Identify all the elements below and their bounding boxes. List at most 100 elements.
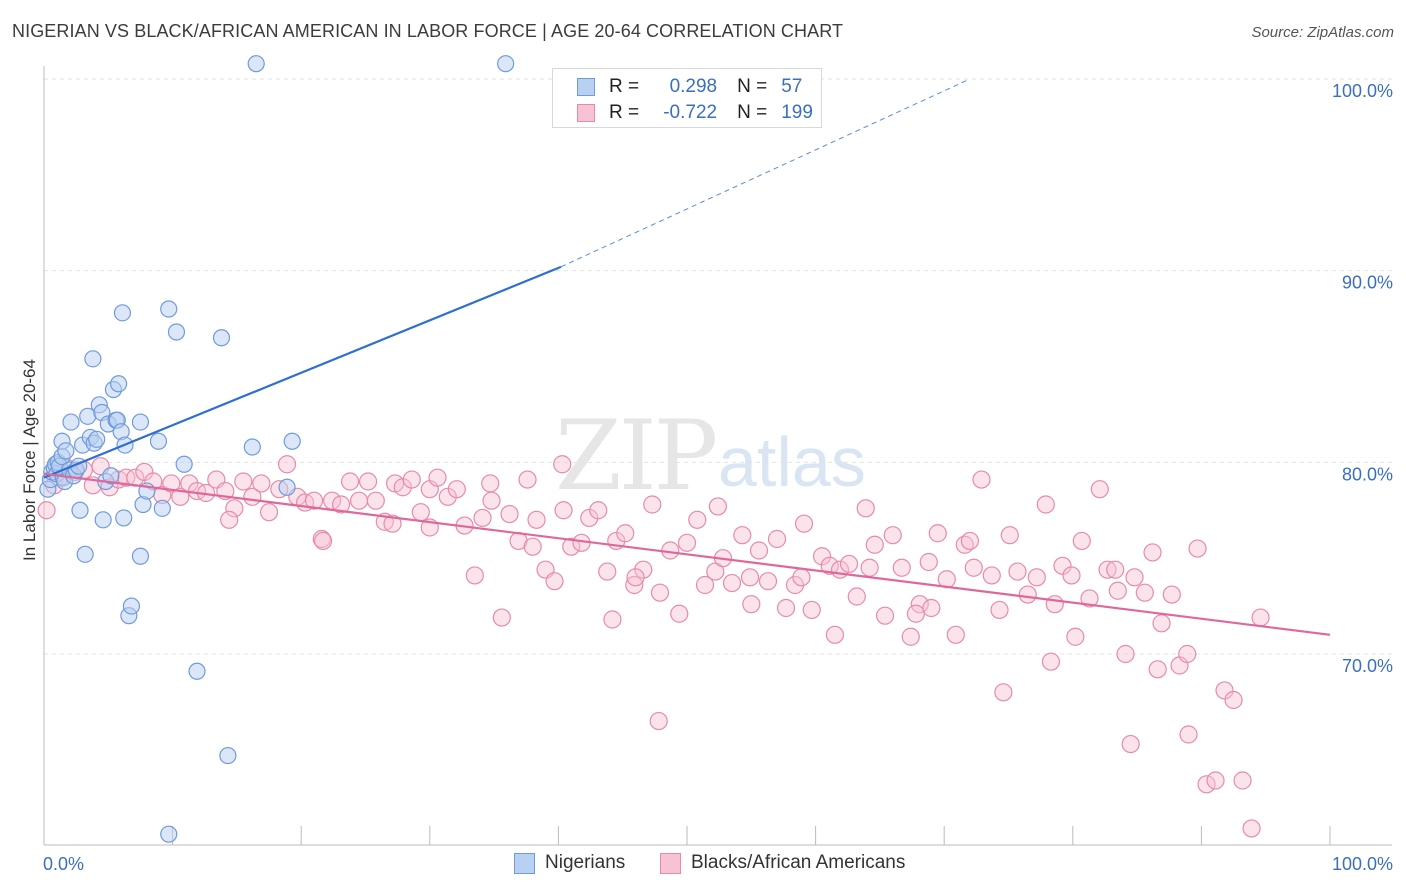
black-african-american-point: [856, 499, 875, 518]
black-african-american-point: [1224, 690, 1243, 710]
black-african-american-point: [562, 537, 581, 556]
nigerian-point: [84, 350, 102, 368]
y-tick-label-80: 80.0%: [1342, 464, 1393, 484]
nigerian-point: [278, 478, 296, 496]
black-african-american-point: [358, 472, 378, 491]
n-value: 57: [781, 76, 803, 97]
black-african-american-point: [1018, 585, 1037, 604]
nigerian-point: [219, 746, 237, 765]
black-african-american-point: [922, 598, 941, 618]
r-label: R =: [609, 102, 640, 123]
black-african-american-point: [589, 501, 608, 520]
y-tick-label-100: 100.0%: [1332, 81, 1393, 101]
black-african-american-point: [225, 499, 244, 518]
black-african-american-point: [1179, 725, 1198, 744]
black-african-american-point: [304, 491, 324, 510]
nigerian-point: [212, 329, 231, 347]
black-african-american-point: [340, 472, 360, 491]
nigerian-point: [94, 511, 112, 529]
black-african-american-point: [994, 683, 1013, 702]
blacks-swatch: [577, 104, 595, 122]
black-african-american-point: [598, 562, 617, 581]
nigerian-point: [131, 547, 150, 565]
black-african-american-point: [960, 531, 980, 551]
tick-labels: 70.0% 80.0% 90.0% 100.0% 0.0% 100.0%: [43, 81, 1393, 874]
black-african-american-point: [481, 474, 500, 493]
black-african-american-trend-line: [43, 472, 1331, 636]
r-value: -0.722: [663, 102, 718, 123]
black-african-american-point: [465, 566, 484, 585]
black-african-american-point: [366, 491, 385, 510]
black-african-american-point: [1027, 568, 1046, 587]
black-african-american-point: [259, 503, 279, 522]
n-label: N =: [737, 102, 768, 123]
black-african-american-point: [383, 514, 402, 533]
black-african-american-point: [706, 562, 725, 581]
black-african-american-point: [1197, 775, 1216, 794]
legend-item-nigerians[interactable]: Nigerians: [514, 852, 625, 874]
nigerian-point: [109, 375, 128, 393]
watermark-zip: ZIP: [555, 400, 718, 512]
black-african-american-point: [708, 497, 727, 516]
nigerian-point: [113, 304, 132, 322]
black-african-american-point: [643, 495, 662, 514]
black-african-american-point: [37, 501, 56, 520]
n-label: N =: [737, 76, 768, 97]
black-african-american-point: [553, 455, 572, 474]
black-african-american-point: [1080, 589, 1099, 608]
black-african-american-point: [402, 470, 421, 489]
r-value: 0.298: [669, 76, 718, 97]
black-african-american-point: [1162, 585, 1181, 604]
black-african-american-point: [742, 595, 761, 614]
correlation-legend: R = 0.298 N = 57 R = -0.722 N = 199: [552, 68, 822, 128]
nigerian-point: [283, 432, 301, 450]
nigerian-point: [188, 662, 206, 680]
black-african-american-point: [792, 568, 811, 587]
series-legend: Nigerians Blacks/African Americans: [0, 852, 1406, 878]
black-african-american-point: [447, 480, 466, 499]
black-african-american-point: [1148, 660, 1167, 679]
black-african-american-point: [1233, 771, 1252, 790]
nigerian-point: [76, 545, 94, 563]
chart-title: NIGERIAN VS BLACK/AFRICAN AMERICAN IN LA…: [12, 21, 844, 41]
black-african-american-point: [1106, 560, 1125, 579]
black-african-american-point: [722, 573, 742, 593]
black-african-american-point: [1045, 595, 1064, 614]
n-value: 199: [781, 102, 813, 123]
black-african-american-point: [865, 535, 884, 554]
black-african-american-point: [313, 531, 333, 551]
nigerian-point: [160, 300, 178, 318]
black-african-american-point: [554, 501, 573, 520]
blacks-legend-swatch: [660, 852, 681, 874]
black-african-american-point: [875, 606, 895, 625]
legend-row-blacks: R = -0.722 N = 199: [577, 101, 813, 125]
black-african-american-point: [1098, 560, 1117, 579]
black-african-american-point: [428, 468, 447, 487]
black-african-american-point: [473, 508, 492, 528]
black-african-american-point: [277, 455, 297, 474]
nigerian-point: [88, 430, 106, 448]
x-tick-label-min: 0.0%: [43, 854, 84, 874]
black-african-american-point: [802, 600, 821, 620]
nigerian-points: [39, 55, 515, 843]
x-tick-label-max: 100.0%: [1332, 854, 1393, 874]
legend-item-blacks[interactable]: Blacks/African Americans: [660, 852, 905, 874]
black-african-american-point: [162, 474, 181, 493]
black-african-american-point: [234, 472, 253, 491]
black-african-american-point: [523, 537, 542, 556]
black-african-american-point: [1000, 526, 1019, 545]
black-african-american-point: [972, 470, 991, 489]
nigerian-point: [71, 501, 89, 519]
black-african-american-point: [1036, 495, 1055, 514]
black-african-american-point: [1108, 581, 1127, 600]
nigerian-point: [153, 499, 171, 517]
black-african-american-point: [220, 510, 239, 529]
nigerian-point: [149, 432, 168, 450]
black-african-american-point: [545, 572, 564, 591]
nigerians-legend-swatch: [514, 852, 535, 874]
nigerian-point: [175, 455, 193, 473]
black-african-american-point: [500, 504, 519, 524]
nigerians-swatch: [577, 78, 595, 96]
nigerian-point: [62, 413, 80, 431]
black-african-american-point: [670, 604, 689, 623]
